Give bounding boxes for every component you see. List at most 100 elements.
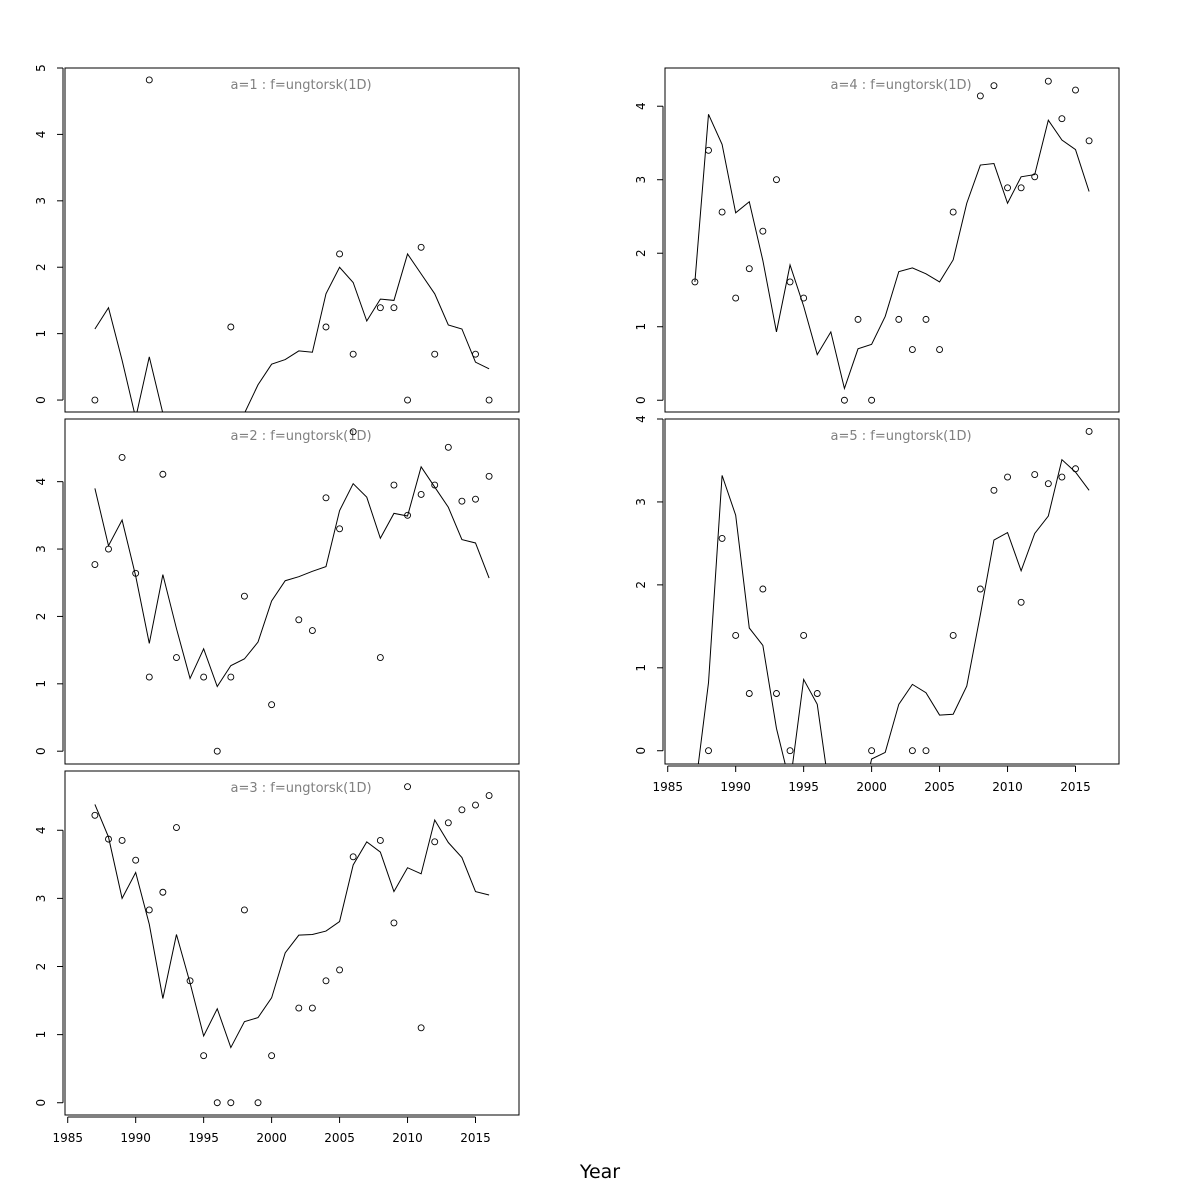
data-point (254, 1099, 262, 1107)
data-point (759, 585, 767, 593)
data-point (705, 747, 712, 755)
y-tick-label: 4 (34, 131, 48, 139)
data-point (213, 747, 221, 755)
data-point (1044, 77, 1052, 85)
data-point (1031, 173, 1039, 181)
y-tick-label: 2 (34, 613, 48, 621)
data-point (444, 819, 452, 827)
data-point (458, 806, 466, 814)
data-point (295, 1004, 303, 1012)
data-point (800, 632, 808, 639)
data-point (159, 470, 167, 478)
y-tick-label: 0 (34, 1099, 48, 1107)
x-axis-label: Year (579, 1161, 620, 1183)
data-point (431, 481, 439, 489)
data-point (308, 1004, 316, 1012)
data-point (268, 1052, 276, 1060)
x-tick-label: 1990 (720, 780, 751, 794)
data-point (472, 350, 479, 358)
panel: a=1 : f=ungtorsk(1D) 0 1 2 3 4 5 (34, 64, 520, 413)
x-tick-label: 2005 (924, 780, 955, 794)
data-point (173, 654, 180, 661)
data-point (922, 315, 930, 323)
y-tick-label: 2 (634, 249, 648, 257)
data-point (1058, 473, 1066, 481)
data-point (1085, 137, 1093, 145)
y-tick-label: 4 (34, 826, 48, 834)
plot-box (64, 770, 520, 1116)
data-point (1004, 184, 1011, 192)
data-point (868, 396, 876, 404)
data-point (1072, 86, 1079, 94)
y-tick-label: 0 (34, 747, 48, 755)
data-point (91, 811, 99, 819)
x-tick-label: 2000 (256, 1131, 287, 1145)
panel: a=4 : f=ungtorsk(1D) 0 1 2 3 4 (634, 67, 1120, 413)
data-point (800, 294, 808, 302)
x-tick-label: 2000 (856, 780, 887, 794)
data-point (1031, 471, 1039, 479)
data-point (308, 627, 316, 635)
data-point (159, 888, 167, 896)
data-point (145, 673, 153, 681)
data-point (472, 801, 479, 809)
data-point (813, 690, 821, 697)
y-tick-label: 3 (634, 176, 648, 184)
data-point (349, 853, 357, 861)
y-tick-label: 5 (34, 64, 48, 72)
data-point (376, 837, 384, 844)
data-point (349, 350, 357, 358)
y-tick-label: 3 (34, 197, 48, 205)
fitted-line (94, 465, 490, 688)
data-point (868, 747, 876, 755)
data-point (718, 208, 726, 216)
x-tick-label: 2015 (1060, 780, 1091, 794)
panel-title: a=3 : f=ungtorsk(1D) (231, 781, 372, 796)
data-point (91, 396, 99, 404)
data-point (1072, 465, 1079, 473)
plot-box (64, 67, 520, 413)
data-point (145, 76, 153, 84)
data-point (240, 592, 248, 600)
y-tick-label: 1 (34, 1031, 48, 1039)
x-tick-label: 1990 (120, 1131, 151, 1145)
y-tick-label: 3 (34, 895, 48, 903)
y-tick-label: 4 (634, 415, 648, 423)
y-tick-label: 1 (634, 323, 648, 331)
x-tick-label: 2015 (460, 1131, 491, 1145)
data-point (322, 494, 330, 502)
data-point (105, 835, 112, 843)
data-point (200, 673, 208, 681)
data-point (485, 472, 493, 480)
data-point (485, 396, 493, 404)
data-point (349, 428, 357, 436)
data-point (759, 227, 767, 235)
data-point (186, 977, 194, 985)
data-point (1044, 480, 1052, 488)
y-tick-label: 1 (34, 330, 48, 338)
x-tick-label: 1995 (788, 780, 819, 794)
y-tick-label: 3 (34, 545, 48, 553)
data-point (295, 616, 303, 624)
data-point (132, 856, 140, 864)
x-tick-label: 1985 (52, 1131, 83, 1145)
data-point (732, 632, 740, 639)
data-point (390, 919, 398, 927)
data-point (444, 443, 452, 451)
data-point (773, 176, 780, 184)
plot-area (94, 804, 490, 1049)
x-tick-label: 2005 (324, 1131, 355, 1145)
y-tick-label: 4 (634, 102, 648, 110)
data-point (908, 346, 916, 353)
data-point (145, 906, 153, 914)
data-point (990, 486, 998, 494)
data-point (417, 1024, 425, 1032)
data-point (173, 824, 180, 831)
data-point (1085, 427, 1093, 435)
y-tick-label: 0 (634, 396, 648, 404)
plot-box (664, 67, 1120, 413)
plot-box (64, 418, 520, 765)
data-point (786, 747, 794, 755)
